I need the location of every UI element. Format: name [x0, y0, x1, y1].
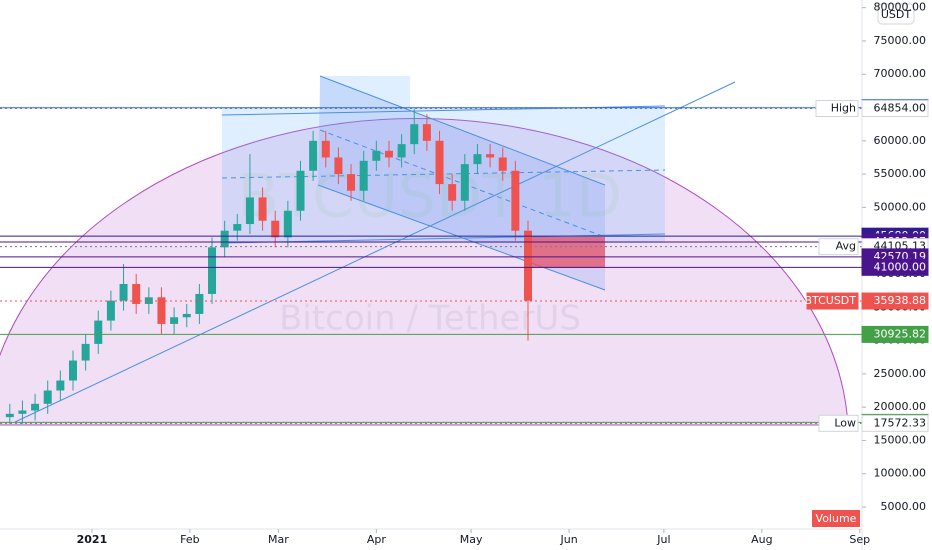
candle-body	[321, 140, 330, 158]
candle-body	[397, 144, 406, 158]
price-tag	[861, 258, 929, 276]
y-tick-label: 75000.00	[874, 34, 927, 47]
candle-body	[486, 154, 495, 158]
y-tick-label: 70000.00	[874, 67, 927, 80]
volume-tag	[812, 510, 860, 527]
x-tick-label: Sep	[849, 533, 870, 546]
x-tick-label: Apr	[367, 533, 387, 546]
price-tag-label: 30925.82	[874, 327, 927, 340]
candle-body	[410, 124, 419, 145]
y-tick-label: 80000.00	[874, 1, 927, 14]
price-name-tag	[818, 414, 859, 432]
price-tag-label: 35938.88	[874, 294, 927, 307]
candle-body	[5, 413, 14, 418]
candle-body	[283, 210, 292, 238]
x-tick-label: 2021	[77, 533, 108, 546]
x-tick-label: Mar	[268, 533, 289, 546]
price-name: BTCUSDT	[804, 294, 856, 307]
x-tick-label: May	[460, 533, 483, 546]
y-tick-label: 5000.00	[881, 500, 927, 513]
candle-body	[334, 157, 343, 175]
candle-body	[309, 140, 318, 171]
price-tag	[861, 100, 929, 118]
y-tick-label: 15000.00	[874, 433, 927, 446]
candle-body	[258, 197, 267, 221]
price-name: High	[831, 102, 856, 115]
y-tick-label: 50000.00	[874, 200, 927, 213]
candle-body	[347, 174, 356, 191]
candle-body	[157, 297, 166, 324]
price-name: Avg	[836, 240, 856, 253]
y-tick-label: 55000.00	[874, 167, 927, 180]
candle-body	[359, 160, 368, 191]
candle-body	[384, 150, 393, 158]
x-tick-label: Jun	[559, 533, 577, 546]
x-tick-label: Jul	[656, 533, 670, 546]
price-name-tag	[806, 292, 859, 310]
price-tag	[861, 414, 929, 432]
watermark-sub: Bitcoin / TetherUS	[279, 299, 581, 339]
volume-label: Volume	[816, 512, 857, 525]
candle-body	[245, 197, 254, 225]
candle-body	[422, 124, 431, 141]
candle-body	[271, 220, 280, 238]
candle-body	[195, 293, 204, 314]
currency[interactable]: USDT	[881, 8, 912, 21]
candle-body	[511, 170, 520, 231]
candle-body	[220, 230, 229, 248]
y-tick-label: 60000.00	[874, 134, 927, 147]
candle-body	[460, 164, 469, 201]
price-name-tag	[815, 100, 859, 118]
price-tag	[861, 325, 929, 343]
y-tick-label: 10000.00	[874, 467, 927, 480]
candle-body	[144, 297, 153, 304]
y-tick-label: 20000.00	[874, 400, 927, 413]
candle-body	[208, 247, 217, 294]
currency-button[interactable]	[877, 3, 915, 25]
price-name: Low	[834, 416, 856, 429]
candle-body	[524, 230, 533, 301]
candle-body	[56, 380, 65, 391]
price-tag-label: 17572.33	[874, 416, 927, 429]
watermark: BTCUSDT 1D	[238, 162, 623, 232]
candle-body	[94, 320, 103, 344]
candle-body	[119, 283, 128, 301]
candle-body	[473, 154, 482, 165]
candle-body	[106, 300, 115, 321]
candle-body	[81, 343, 90, 361]
candle-body	[31, 403, 40, 411]
x-tick-label: Aug	[751, 533, 772, 546]
price-tag-label: 64854.00	[874, 102, 927, 115]
candle-body	[435, 140, 444, 185]
price-tag-label: 41000.00	[874, 260, 927, 273]
x-tick-label: Feb	[180, 533, 199, 546]
candle-body	[132, 283, 141, 304]
candle-body	[372, 150, 381, 161]
candle-body	[498, 157, 507, 171]
candle-body	[18, 410, 27, 414]
candle-body	[296, 170, 305, 211]
candle-body	[182, 313, 191, 318]
candle-body	[68, 360, 77, 381]
candle-body	[170, 317, 179, 324]
candle-body	[448, 184, 457, 201]
y-tick-label: 25000.00	[874, 367, 927, 380]
candle-body	[43, 390, 52, 404]
candle-body	[233, 224, 242, 231]
price-tag	[861, 292, 929, 310]
price-name-tag	[818, 238, 859, 256]
